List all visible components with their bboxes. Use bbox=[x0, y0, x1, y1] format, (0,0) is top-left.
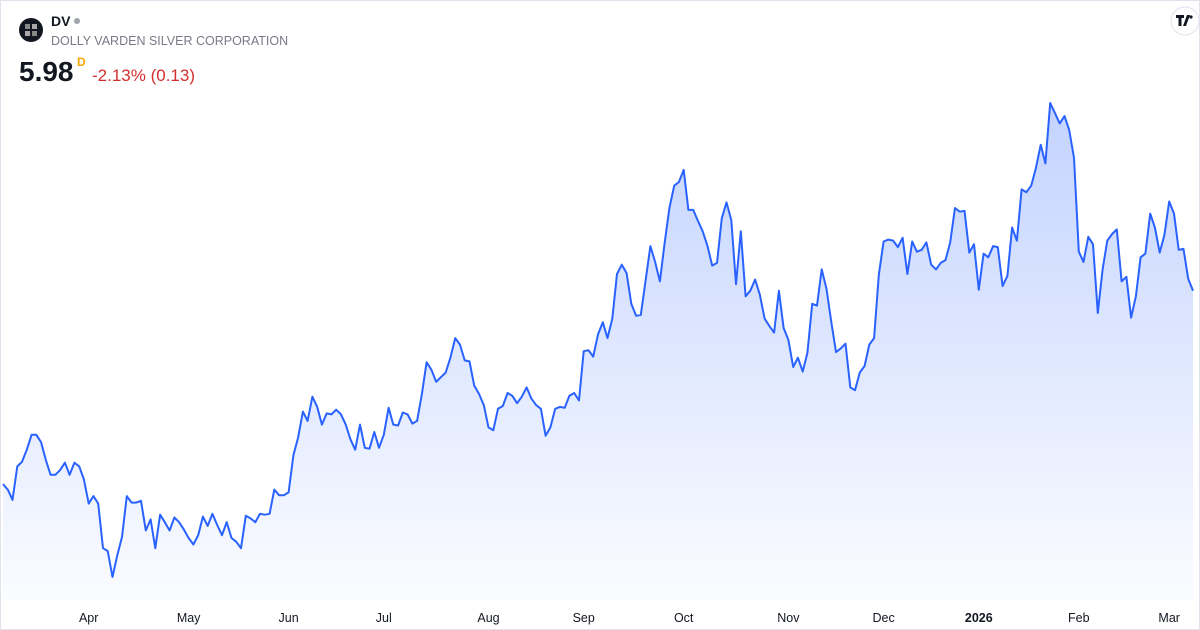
tv-logo[interactable] bbox=[1170, 6, 1200, 36]
x-tick-label: Sep bbox=[573, 611, 595, 625]
price-change: -2.13% (0.13) bbox=[92, 66, 195, 85]
area bbox=[3, 103, 1193, 600]
company-name: DOLLY VARDEN SILVER CORPORATION bbox=[51, 34, 288, 48]
x-tick-label: Apr bbox=[79, 611, 98, 625]
interval: D bbox=[77, 55, 86, 69]
x-tick-label: Aug bbox=[477, 611, 499, 625]
x-tick-label: Feb bbox=[1068, 611, 1090, 625]
x-tick-label: Dec bbox=[872, 611, 894, 625]
x-tick-label: Oct bbox=[674, 611, 694, 625]
x-tick-label: May bbox=[177, 611, 201, 625]
price: 5.98 bbox=[19, 56, 74, 87]
x-tick-label: Jun bbox=[279, 611, 299, 625]
status-dot bbox=[74, 18, 80, 24]
x-tick-label: Jul bbox=[376, 611, 392, 625]
x-tick-label: Mar bbox=[1158, 611, 1180, 625]
symbol: DV bbox=[51, 13, 71, 29]
x-tick-label: 2026 bbox=[965, 611, 993, 625]
plot: Apr May Jun Jul Aug Sep Oct Nov Dec 2026 Feb Mar bbox=[2, 102, 1194, 625]
logo bbox=[19, 18, 43, 42]
price-line bbox=[2, 102, 1194, 578]
x-tick-label: Nov bbox=[777, 611, 800, 625]
